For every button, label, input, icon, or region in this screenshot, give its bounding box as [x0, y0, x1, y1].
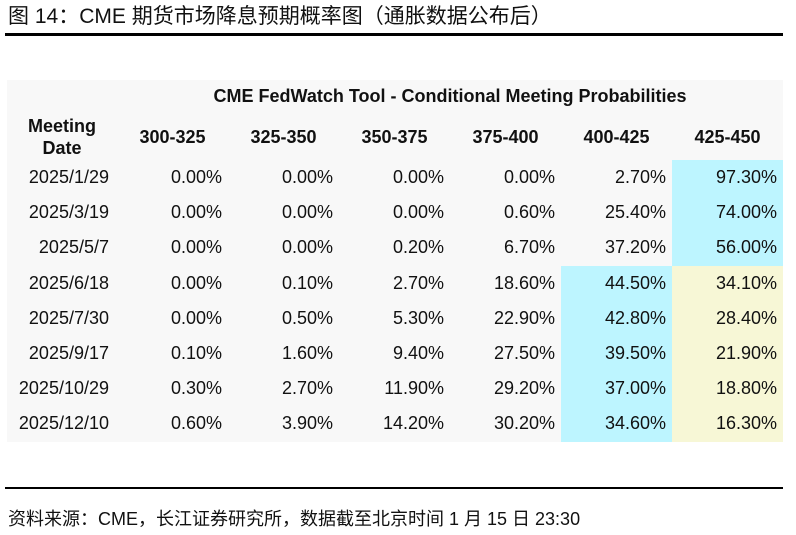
top-rule — [5, 33, 783, 36]
probability-cell: 16.30% — [672, 406, 784, 442]
probability-cell: 14.20% — [382, 413, 444, 434]
probability-cell: 27.50% — [493, 343, 555, 364]
probability-cell: 37.20% — [604, 237, 666, 258]
probability-cell: 0.00% — [170, 167, 222, 188]
probability-cell: 34.10% — [672, 265, 784, 301]
probability-cell: 9.40% — [392, 343, 444, 364]
meeting-date-cell: 2025/6/18 — [28, 272, 109, 293]
probability-cell: 11.90% — [384, 378, 444, 399]
probability-table: CME FedWatch Tool - Conditional Meeting … — [7, 80, 784, 442]
probability-cell: 21.90% — [672, 335, 784, 372]
column-header-range: 300-325 — [139, 126, 206, 147]
probability-cell: 0.00% — [170, 237, 222, 258]
column-header-row: Meeting Date 300-325 325-350 350-375 375-400… — [7, 113, 783, 160]
column-header-range: 400-425 — [583, 126, 650, 147]
probability-cell: 18.60% — [493, 272, 555, 293]
probability-cell: 0.20% — [392, 237, 444, 258]
column-header-range: 375-400 — [472, 126, 539, 147]
probability-cell: 6.70% — [503, 237, 555, 258]
probability-cell: 0.00% — [170, 272, 222, 293]
probability-cell: 74.00% — [672, 195, 784, 231]
probability-cell: 0.10% — [170, 343, 222, 364]
table-body: 2025/1/29 0.00% 0.00% 0.00% 0.00% 2.70% 97.30%… — [7, 160, 784, 442]
table-row: 2025/12/10 0.60% 3.90% 14.20% 30.20% 34.60% 16… — [7, 406, 784, 442]
probability-cell: 25.40% — [604, 202, 666, 223]
probability-cell: 0.00% — [281, 202, 333, 223]
probability-cell: 56.00% — [672, 230, 784, 266]
probability-cell: 3.90% — [281, 413, 333, 434]
probability-cell: 2.70% — [281, 378, 333, 399]
column-header-range: 425-450 — [694, 126, 761, 147]
probability-cell: 0.30% — [170, 378, 222, 399]
table-row: 2025/7/30 0.00% 0.50% 5.30% 22.90% 42.80% 28.4… — [7, 300, 784, 336]
probability-cell: 0.00% — [392, 202, 444, 223]
column-header-meeting-date: Meeting Date — [27, 115, 96, 158]
table-row: 2025/6/18 0.00% 0.10% 2.70% 18.60% 44.50% 34.1… — [7, 265, 784, 301]
probability-cell: 5.30% — [392, 307, 444, 328]
probability-cell: 1.60% — [281, 343, 333, 364]
probability-cell: 39.50% — [561, 335, 672, 372]
table-row: 2025/10/29 0.30% 2.70% 11.90% 29.20% 37.00% 18… — [7, 371, 784, 407]
column-header-range: 350-375 — [361, 126, 428, 147]
meeting-date-cell: 2025/5/7 — [38, 237, 109, 258]
column-header-range: 325-350 — [250, 126, 317, 147]
table-row: 2025/5/7 0.00% 0.00% 0.20% 6.70% 37.20% 56.00% — [7, 230, 784, 266]
probability-cell: 0.60% — [503, 202, 555, 223]
meeting-date-cell: 2025/9/17 — [28, 343, 109, 364]
probability-cell: 0.00% — [392, 167, 444, 188]
figure-title: 图 14：CME 期货市场降息预期概率图（通胀数据公布后） — [8, 5, 552, 28]
probability-cell: 30.20% — [493, 413, 555, 434]
probability-cell: 28.40% — [672, 300, 784, 336]
meeting-date-cell: 2025/1/29 — [28, 167, 109, 188]
source-note: 资料来源：CME，长江证券研究所，数据截至北京时间 1 月 15 日 23:30 — [8, 509, 581, 529]
probability-cell: 42.80% — [561, 300, 672, 336]
probability-cell: 97.30% — [672, 160, 784, 196]
probability-cell: 0.60% — [170, 413, 222, 434]
meeting-date-cell: 2025/3/19 — [28, 202, 109, 223]
table-super-header: CME FedWatch Tool - Conditional Meeting … — [213, 86, 687, 106]
probability-cell: 22.90% — [493, 307, 555, 328]
table-row: 2025/9/17 0.10% 1.60% 9.40% 27.50% 39.50% 21.9… — [7, 335, 784, 372]
probability-cell: 0.00% — [281, 167, 333, 188]
meeting-date-cell: 2025/7/30 — [28, 307, 109, 328]
probability-cell: 0.50% — [281, 307, 333, 328]
table-row: 2025/1/29 0.00% 0.00% 0.00% 0.00% 2.70% 97.30% — [7, 160, 784, 196]
probability-cell: 2.70% — [614, 167, 666, 188]
probability-cell: 2.70% — [392, 272, 444, 293]
bottom-rule — [5, 487, 783, 489]
probability-cell: 37.00% — [561, 371, 672, 407]
probability-cell: 0.00% — [170, 307, 222, 328]
probability-table-container: CME FedWatch Tool - Conditional Meeting … — [7, 80, 784, 442]
probability-cell: 0.00% — [503, 167, 555, 188]
probability-cell: 44.50% — [561, 265, 672, 301]
probability-cell: 29.20% — [493, 378, 555, 399]
probability-cell: 34.60% — [561, 406, 672, 442]
probability-cell: 0.10% — [281, 272, 333, 293]
meeting-date-cell: 2025/10/29 — [18, 378, 109, 399]
meeting-date-cell: 2025/12/10 — [18, 413, 109, 434]
probability-cell: 18.80% — [672, 371, 784, 407]
probability-cell: 0.00% — [170, 202, 222, 223]
table-row: 2025/3/19 0.00% 0.00% 0.00% 0.60% 25.40% 74.00… — [7, 195, 784, 231]
probability-cell: 0.00% — [281, 237, 333, 258]
